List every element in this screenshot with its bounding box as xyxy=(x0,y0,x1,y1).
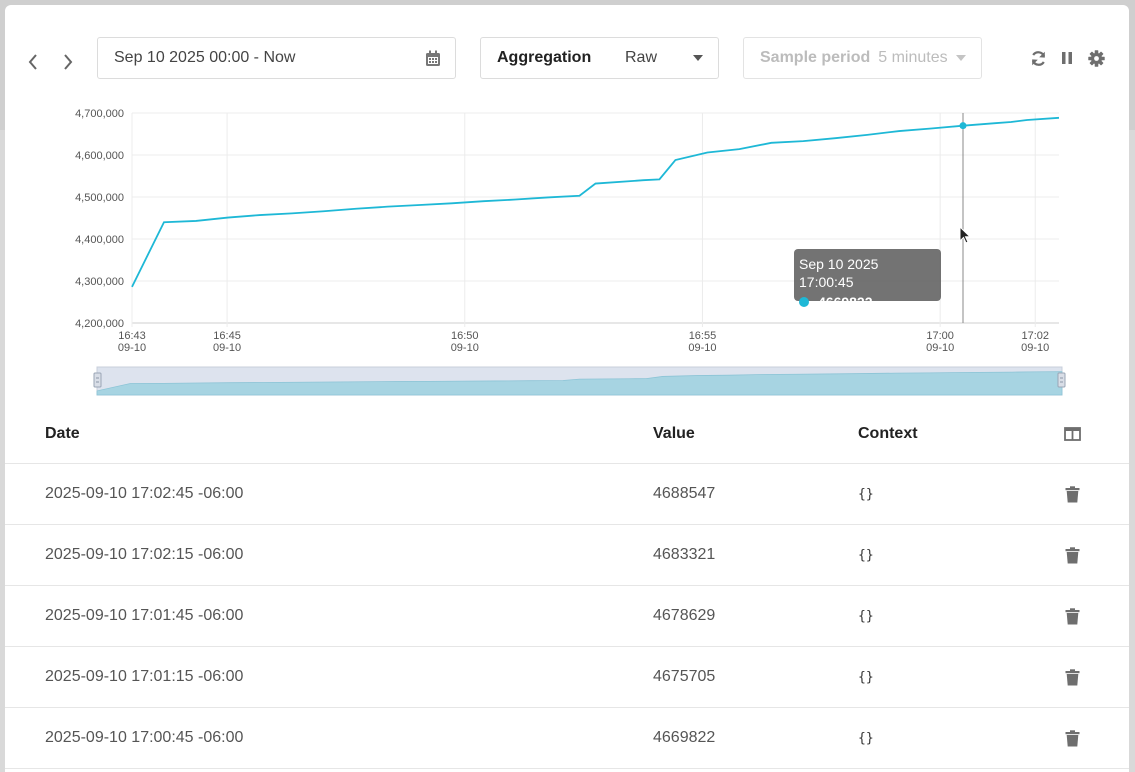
table-row: 2025-09-10 17:00:45 -06:00 4669822 {} xyxy=(5,708,1129,769)
delete-row-button[interactable] xyxy=(1063,485,1081,503)
x-tick-time: 16:43 xyxy=(118,330,146,342)
x-tick-date: 09-10 xyxy=(118,342,146,354)
trash-icon xyxy=(1065,729,1079,746)
x-tick-date: 09-10 xyxy=(213,342,241,354)
row-value: 4678629 xyxy=(653,607,716,624)
column-settings-button[interactable] xyxy=(1063,425,1081,443)
zoom-range-slider[interactable] xyxy=(93,366,1066,396)
row-context: {} xyxy=(858,669,874,685)
next-range-button[interactable] xyxy=(56,49,80,75)
x-tick-date: 09-10 xyxy=(926,342,954,354)
row-date: 2025-09-10 17:02:45 -06:00 xyxy=(45,485,244,502)
refresh-button[interactable] xyxy=(1028,48,1048,68)
y-tick-label: 4,400,000 xyxy=(75,234,124,246)
x-tick-time: 16:55 xyxy=(689,330,717,342)
y-tick-label: 4,700,000 xyxy=(75,108,124,120)
tooltip-series-marker xyxy=(799,297,809,307)
date-range-text: Sep 10 2025 00:00 - Now xyxy=(114,49,296,66)
row-value: 4669822 xyxy=(653,729,716,746)
calendar-icon xyxy=(426,50,440,66)
row-value: 4688547 xyxy=(653,485,716,502)
tooltip-value: 4669822 xyxy=(818,294,873,310)
chevron-right-icon xyxy=(64,54,73,70)
row-context: {} xyxy=(858,608,874,624)
refresh-icon xyxy=(1031,50,1045,66)
row-date: 2025-09-10 17:00:45 -06:00 xyxy=(45,729,244,746)
delete-row-button[interactable] xyxy=(1063,668,1081,686)
trash-icon xyxy=(1065,668,1079,685)
row-date: 2025-09-10 17:02:15 -06:00 xyxy=(45,546,244,563)
sample-period-label: Sample period xyxy=(760,49,871,66)
trash-icon xyxy=(1065,607,1079,624)
zoom-preview-area xyxy=(96,371,1063,396)
column-header-context[interactable]: Context xyxy=(858,424,918,442)
y-axis: 4,700,000 4,600,000 4,500,000 4,400,000 4,30… xyxy=(75,108,124,330)
delete-row-button[interactable] xyxy=(1063,546,1081,564)
pause-icon xyxy=(1062,52,1072,64)
row-value: 4675705 xyxy=(653,668,716,685)
x-tick-date: 09-10 xyxy=(451,342,479,354)
x-axis: 16:4309-1016:4509-1016:5009-1016:5509-10… xyxy=(118,330,1049,354)
zoom-left-handle[interactable] xyxy=(93,372,102,388)
gear-icon xyxy=(1087,49,1105,67)
caret-down-icon xyxy=(956,55,966,61)
y-tick-label: 4,500,000 xyxy=(75,192,124,204)
mouse-cursor-icon xyxy=(959,225,972,244)
x-tick-time: 16:45 xyxy=(213,330,241,342)
table-row: 2025-09-10 17:02:15 -06:00 4683321 {} xyxy=(5,525,1129,586)
column-header-value[interactable]: Value xyxy=(653,424,695,442)
metric-panel: Sep 10 2025 00:00 - Now Aggregation Raw … xyxy=(5,5,1129,772)
hover-point xyxy=(959,122,967,130)
data-points-table: Date Value Context 2025-09-10 17:02:45 -… xyxy=(5,404,1129,769)
column-header-date[interactable]: Date xyxy=(45,424,80,442)
row-date: 2025-09-10 17:01:15 -06:00 xyxy=(45,668,244,685)
chart-grid xyxy=(131,112,1059,327)
table-row: 2025-09-10 17:02:45 -06:00 4688547 {} xyxy=(5,464,1129,525)
previous-range-button[interactable] xyxy=(21,49,45,75)
table-row: 2025-09-10 17:01:45 -06:00 4678629 {} xyxy=(5,586,1129,647)
x-tick-time: 17:02 xyxy=(1021,330,1049,342)
row-context: {} xyxy=(858,547,874,563)
table-header: Date Value Context xyxy=(5,404,1129,464)
pause-button[interactable] xyxy=(1057,48,1077,68)
aggregation-select[interactable]: Aggregation Raw xyxy=(480,37,719,79)
table-row: 2025-09-10 17:01:15 -06:00 4675705 {} xyxy=(5,647,1129,708)
x-tick-date: 09-10 xyxy=(1021,342,1049,354)
sample-period-select[interactable]: Sample period 5 minutes xyxy=(743,37,982,79)
line-chart[interactable]: 4,700,000 4,600,000 4,500,000 4,400,000 4,30… xyxy=(5,5,1129,405)
settings-button[interactable] xyxy=(1086,48,1106,68)
delete-row-button[interactable] xyxy=(1063,607,1081,625)
caret-down-icon xyxy=(693,55,703,61)
row-value: 4683321 xyxy=(653,546,716,563)
tooltip-date: Sep 10 2025 17:00:45 xyxy=(799,256,879,290)
row-context: {} xyxy=(858,730,874,746)
zoom-right-handle[interactable] xyxy=(1057,372,1066,388)
y-tick-label: 4,200,000 xyxy=(75,318,124,330)
chevron-left-icon xyxy=(28,54,37,70)
x-tick-time: 17:00 xyxy=(926,330,954,342)
delete-row-button[interactable] xyxy=(1063,729,1081,747)
trash-icon xyxy=(1065,546,1079,563)
trash-icon xyxy=(1065,485,1079,502)
x-tick-time: 16:50 xyxy=(451,330,479,342)
aggregation-value: Raw xyxy=(625,49,658,66)
row-context: {} xyxy=(858,486,874,502)
date-range-picker[interactable]: Sep 10 2025 00:00 - Now xyxy=(97,37,456,79)
columns-icon xyxy=(1063,426,1081,441)
sample-period-value: 5 minutes xyxy=(878,49,948,66)
aggregation-label: Aggregation xyxy=(497,49,592,66)
chart-tooltip: Sep 10 2025 17:00:45 4669822 xyxy=(794,249,941,310)
x-tick-date: 09-10 xyxy=(688,342,716,354)
y-tick-label: 4,300,000 xyxy=(75,276,124,288)
y-tick-label: 4,600,000 xyxy=(75,150,124,162)
series-line xyxy=(131,116,1060,288)
row-date: 2025-09-10 17:01:45 -06:00 xyxy=(45,607,244,624)
